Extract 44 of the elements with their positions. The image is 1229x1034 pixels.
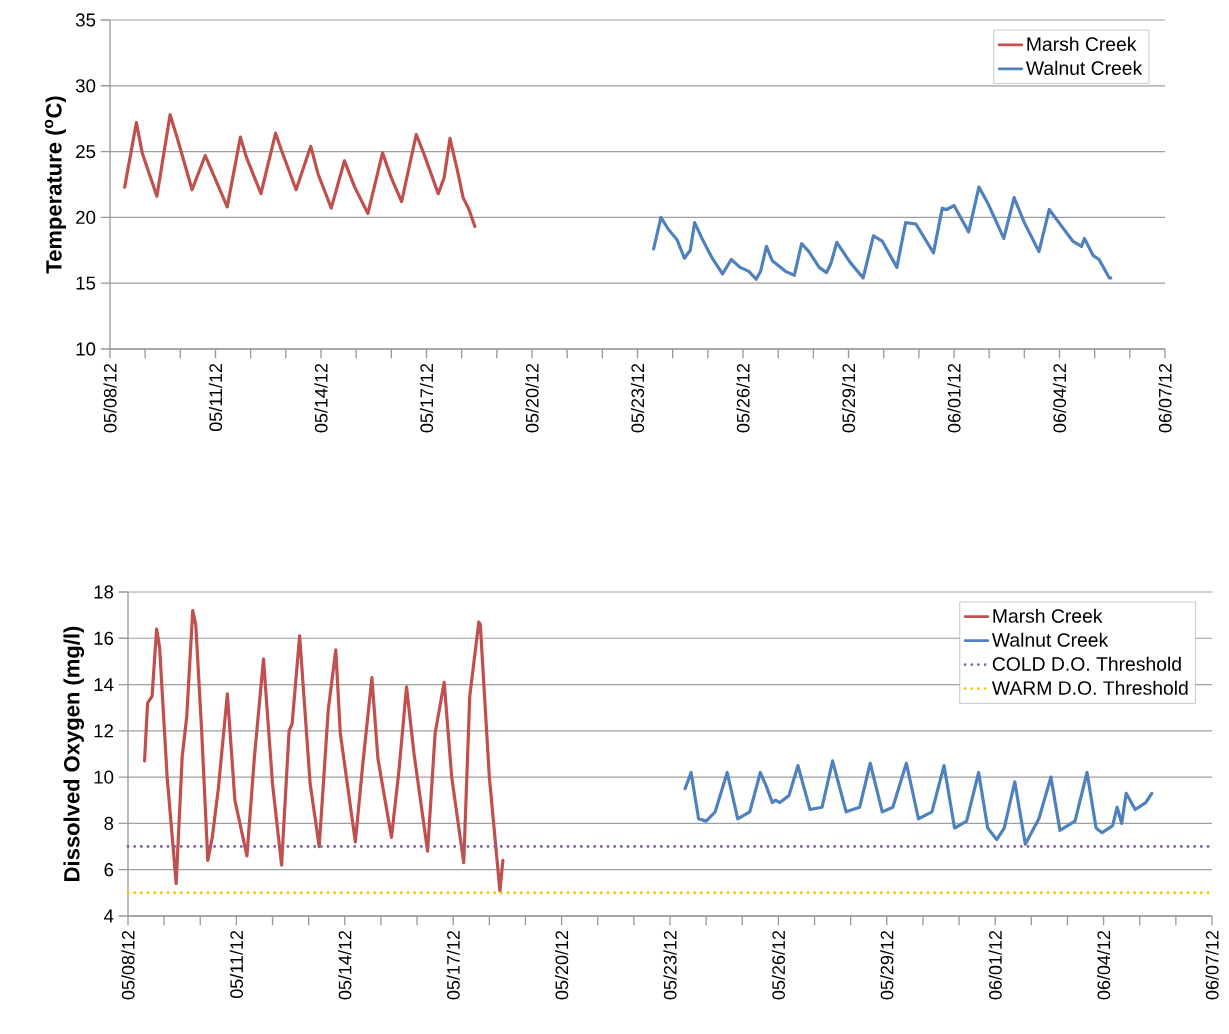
x-tick-label: 05/26/12 (771, 930, 785, 1000)
x-tick-label: 05/26/12 (736, 363, 750, 433)
legend-label: Walnut Creek (991, 632, 1109, 647)
legend-label: Walnut Creek (1025, 60, 1143, 75)
x-tick-label: 05/14/12 (338, 930, 352, 1000)
x-tick-label: 05/29/12 (841, 363, 856, 433)
y-tick-label: 12 (94, 724, 114, 738)
legend-label: WARM D.O. Threshold (991, 680, 1188, 695)
x-tick-label: 05/17/12 (419, 363, 434, 433)
y-axis-title: Dissolved Oxygen (mg/l) (63, 626, 85, 881)
y-tick-label: 30 (75, 79, 96, 93)
y-tick-label: 6 (104, 863, 114, 877)
x-tick-label: 06/01/12 (988, 930, 1002, 1000)
y-tick-label: 16 (94, 631, 114, 645)
y-tick-label: 4 (103, 909, 114, 923)
y-tick-label: 20 (76, 210, 96, 224)
legend-label: COLD D.O. Threshold (992, 656, 1181, 671)
x-tick-label: 05/08/12 (103, 363, 117, 433)
x-tick-label: 06/04/12 (1096, 930, 1111, 1000)
y-tick-label: 10 (76, 342, 96, 356)
x-tick-label: 06/07/12 (1205, 930, 1219, 1000)
x-tick-label: 05/14/12 (314, 363, 328, 433)
x-tick-label: 06/01/12 (947, 363, 961, 433)
x-tick-label: 05/11/12 (208, 363, 223, 432)
x-tick-label: 05/23/12 (630, 363, 645, 433)
y-tick-label: 8 (104, 816, 114, 831)
y-tick-label: 10 (94, 770, 114, 784)
y-tick-label: 35 (75, 13, 96, 27)
y-tick-label: 14 (94, 678, 114, 691)
x-tick-label: 05/08/12 (121, 930, 135, 1000)
y-tick-label: 18 (94, 585, 114, 599)
x-tick-label: 05/11/12 (229, 930, 243, 999)
y-axis-title: Temperature ($^{o}$C) (44, 96, 67, 274)
x-tick-label: 05/29/12 (880, 930, 894, 1000)
y-tick-label: 25 (76, 144, 96, 159)
legend-label: Marsh Creek (993, 608, 1103, 623)
x-tick-label: 05/23/12 (663, 930, 677, 1000)
x-tick-label: 05/17/12 (446, 930, 460, 1000)
y-tick-label: 15 (76, 276, 96, 290)
x-tick-label: 05/20/12 (525, 363, 539, 433)
x-tick-label: 06/07/12 (1158, 363, 1172, 433)
x-tick-label: 05/20/12 (554, 930, 569, 1000)
x-tick-label: 06/04/12 (1052, 363, 1067, 433)
legend-label: Marsh Creek (1027, 36, 1137, 51)
